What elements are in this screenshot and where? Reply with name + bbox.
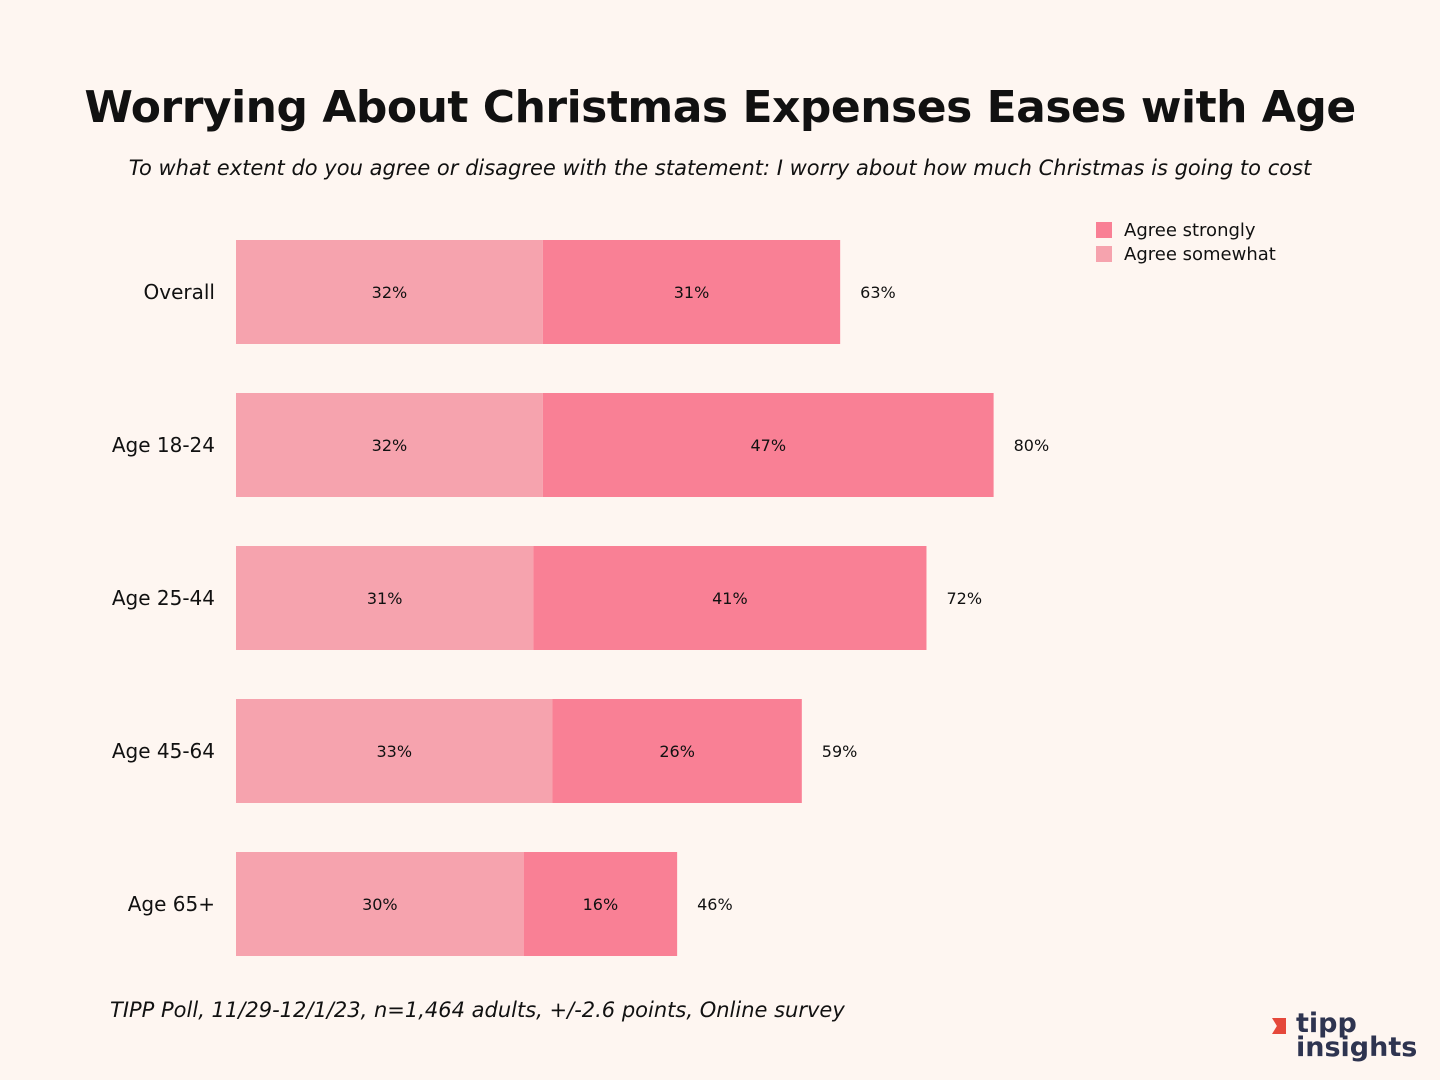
legend-swatch-agree-strongly bbox=[1096, 222, 1112, 238]
legend-label: Agree somewhat bbox=[1124, 243, 1276, 265]
bar-agree-somewhat bbox=[236, 240, 543, 344]
source-note: TIPP Poll, 11/29-12/1/23, n=1,464 adults… bbox=[110, 998, 845, 1022]
total-label: 46% bbox=[697, 895, 733, 914]
legend-label: Agree strongly bbox=[1124, 219, 1256, 241]
bar-agree-strongly bbox=[542, 393, 994, 497]
bar-agree-strongly bbox=[523, 852, 678, 956]
flag-icon bbox=[1272, 1018, 1286, 1034]
bar-agree-somewhat bbox=[236, 546, 534, 650]
bar-agree-somewhat bbox=[236, 699, 553, 803]
chart-title: Worrying About Christmas Expenses Eases … bbox=[84, 82, 1356, 133]
total-label: 72% bbox=[946, 589, 982, 608]
legend-item-agree-strongly: Agree strongly bbox=[1096, 218, 1276, 242]
bar-agree-strongly bbox=[533, 546, 927, 650]
data-label: 32% bbox=[372, 283, 408, 302]
data-label: 32% bbox=[372, 436, 408, 455]
data-label: 33% bbox=[376, 742, 412, 761]
category-label: Age 45-64 bbox=[112, 739, 215, 763]
bar-agree-somewhat bbox=[236, 852, 524, 956]
bar-agree-somewhat bbox=[236, 393, 543, 497]
data-label: 31% bbox=[367, 589, 403, 608]
chart-subtitle: To what extent do you agree or disagree … bbox=[128, 156, 1312, 180]
data-label: 31% bbox=[674, 283, 710, 302]
logo-text-tipp: tipp bbox=[1296, 1008, 1357, 1039]
legend-swatch-agree-somewhat bbox=[1096, 246, 1112, 262]
category-label: Age 25-44 bbox=[112, 586, 215, 610]
data-label: 47% bbox=[750, 436, 786, 455]
category-label: Overall bbox=[144, 280, 215, 304]
data-label: 16% bbox=[583, 895, 619, 914]
total-label: 63% bbox=[860, 283, 896, 302]
total-label: 80% bbox=[1014, 436, 1050, 455]
category-label: Age 65+ bbox=[128, 892, 215, 916]
bar-agree-strongly bbox=[542, 240, 841, 344]
legend: Agree strongly Agree somewhat bbox=[1096, 218, 1276, 266]
data-label: 30% bbox=[362, 895, 398, 914]
data-label: 41% bbox=[712, 589, 748, 608]
bar-agree-strongly bbox=[552, 699, 802, 803]
tipp-insights-logo: tipp insights bbox=[1256, 1008, 1418, 1068]
category-label: Age 18-24 bbox=[112, 433, 215, 457]
logo-text-insights: insights bbox=[1296, 1032, 1418, 1063]
total-label: 59% bbox=[822, 742, 858, 761]
data-label: 26% bbox=[659, 742, 695, 761]
legend-item-agree-somewhat: Agree somewhat bbox=[1096, 242, 1276, 266]
